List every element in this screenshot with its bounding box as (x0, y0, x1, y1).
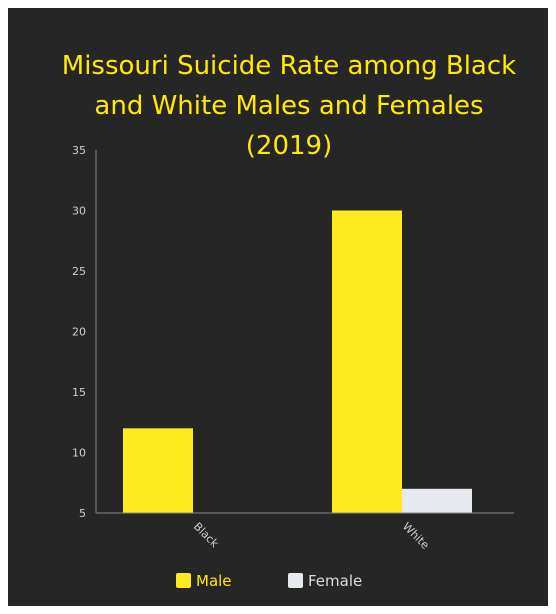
y-tick-label: 25 (72, 265, 86, 278)
legend-item-female[interactable]: Female (288, 572, 362, 590)
bar-white-female (402, 488, 472, 513)
y-tick-label: 20 (72, 326, 86, 339)
legend-swatch (176, 573, 191, 588)
y-tick-label: 35 (72, 144, 86, 157)
x-axis: Black White (96, 512, 514, 552)
y-axis: 5 10 15 20 25 30 35 (72, 144, 97, 520)
chart-title-line-3: (2019) (246, 131, 332, 161)
y-tick-label: 15 (72, 386, 86, 399)
x-tick-label: Black (191, 520, 222, 551)
legend-label: Male (196, 572, 232, 590)
bars (123, 210, 472, 513)
chart-title-line-1: Missouri Suicide Rate among Black (62, 51, 516, 81)
legend[interactable]: Male Female (176, 572, 362, 590)
y-tick-label: 5 (79, 507, 86, 520)
y-tick-label: 10 (72, 447, 86, 460)
chart-title-line-2: and White Males and Females (94, 91, 483, 121)
x-tick-label: White (400, 520, 432, 552)
legend-swatch (288, 573, 303, 588)
legend-item-male[interactable]: Male (176, 572, 232, 590)
chart-title: Missouri Suicide Rate among Black and Wh… (62, 51, 516, 161)
y-tick-label: 30 (72, 205, 86, 218)
bar-white-male (332, 210, 402, 513)
bar-black-male (123, 428, 193, 513)
legend-label: Female (308, 572, 362, 590)
